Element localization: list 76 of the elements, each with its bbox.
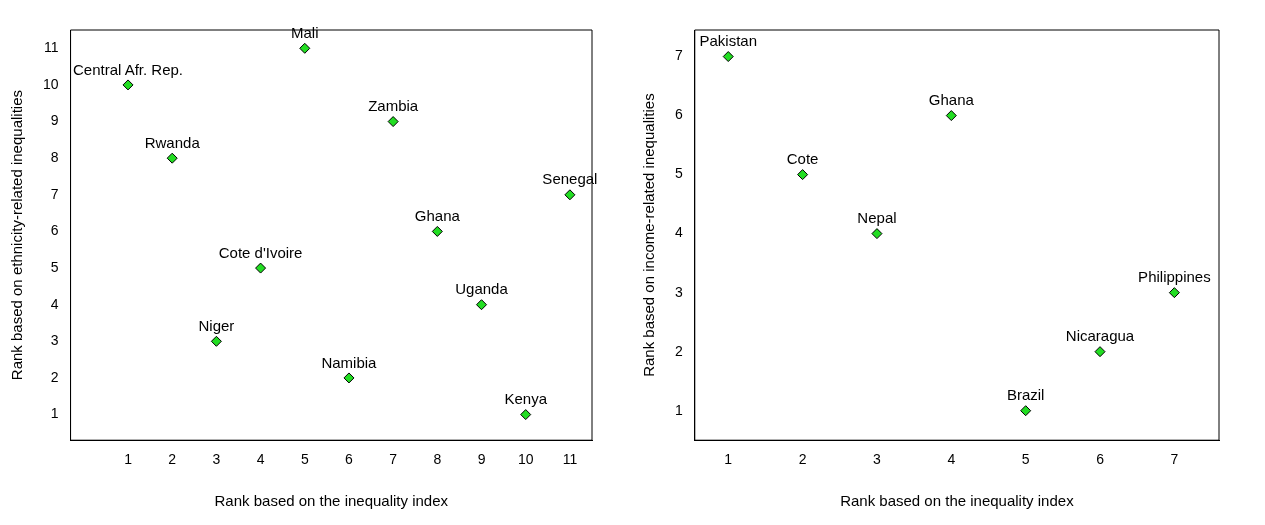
- point: [797, 169, 809, 181]
- annotation: Cote d'Ivoire: [218, 243, 303, 261]
- x-tick-label: 5: [1021, 451, 1030, 468]
- x-tick-label: 7: [1170, 451, 1179, 468]
- annotation: Kenya: [504, 390, 548, 408]
- point: [945, 110, 957, 122]
- annotation: Nepal: [857, 209, 897, 227]
- point: [255, 262, 267, 274]
- x-tick-label: 10: [517, 451, 534, 468]
- point: [1020, 405, 1032, 417]
- x-tick-label: 8: [433, 451, 442, 468]
- point: [520, 409, 532, 421]
- point: [166, 152, 178, 164]
- annotation: Zambia: [368, 97, 419, 115]
- y-tick-label: 6: [674, 106, 683, 123]
- y-tick-label: 5: [674, 165, 683, 182]
- y-tick-label: 10: [42, 75, 59, 92]
- y-tick-label: 7: [674, 47, 683, 64]
- y-tick-label: 3: [50, 332, 59, 349]
- annotation: Rwanda: [144, 133, 201, 151]
- point: [1094, 346, 1106, 358]
- y-tick-label: 2: [674, 342, 683, 359]
- y-tick-label: 1: [50, 405, 59, 422]
- x-tick-label: 3: [212, 451, 221, 468]
- annotation: Central Afr. Rep.: [72, 60, 184, 78]
- point: [343, 372, 355, 384]
- x-tick-label: 9: [477, 451, 486, 468]
- x-tick-label: 1: [724, 451, 733, 468]
- x-tick-label: 4: [947, 451, 956, 468]
- point: [387, 116, 399, 128]
- y-tick-label: 7: [50, 185, 59, 202]
- point: [210, 335, 222, 347]
- annotation: Ghana: [414, 207, 461, 225]
- x-tick-label: 2: [168, 451, 177, 468]
- y-tick-label: 5: [50, 258, 59, 275]
- y-tick-label: 3: [674, 283, 683, 300]
- point: [871, 228, 883, 240]
- y-axis-title: Rank based on income-related inequalities: [640, 93, 658, 377]
- y-tick-label: 8: [50, 149, 59, 166]
- y-tick-label: 11: [44, 39, 59, 56]
- annotation: Cote: [786, 150, 819, 168]
- point: [564, 189, 576, 201]
- y-tick-label: 4: [50, 295, 59, 312]
- annotation: Mali: [291, 23, 319, 41]
- annotation: Ghana: [928, 91, 975, 109]
- y-tick-label: 4: [674, 224, 683, 241]
- annotation: Uganda: [455, 280, 509, 298]
- annotation: Pakistan: [699, 32, 758, 50]
- x-tick-label: 11: [562, 451, 578, 468]
- annotation: Senegal: [542, 170, 598, 188]
- x-axis-title: Rank based on the inequality index: [840, 492, 1075, 510]
- y-tick-label: 1: [674, 401, 683, 418]
- annotation: Namibia: [321, 353, 378, 371]
- y-tick-label: 9: [50, 112, 59, 129]
- point: [299, 42, 311, 54]
- x-tick-label: 2: [798, 451, 807, 468]
- point: [476, 299, 488, 311]
- point: [122, 79, 134, 91]
- y-axis-title: Rank based on ethnicity-related inequalities: [8, 90, 26, 381]
- x-tick-label: 6: [1096, 451, 1105, 468]
- point: [431, 225, 443, 237]
- x-tick-label: 6: [345, 451, 354, 468]
- annotation: Philippines: [1138, 268, 1211, 286]
- x-tick-label: 3: [873, 451, 882, 468]
- point: [1168, 287, 1180, 299]
- x-tick-label: 1: [124, 451, 133, 468]
- annotation: Nicaragua: [1065, 327, 1135, 345]
- x-tick-label: 5: [300, 451, 309, 468]
- y-tick-label: 2: [50, 368, 59, 385]
- x-tick-label: 4: [256, 451, 265, 468]
- annotation: Niger: [198, 316, 235, 334]
- point: [722, 51, 734, 63]
- x-tick-label: 7: [389, 451, 398, 468]
- x-axis-title: Rank based on the inequality index: [214, 492, 449, 510]
- y-tick-label: 6: [50, 222, 59, 239]
- annotation: Brazil: [1006, 386, 1045, 404]
